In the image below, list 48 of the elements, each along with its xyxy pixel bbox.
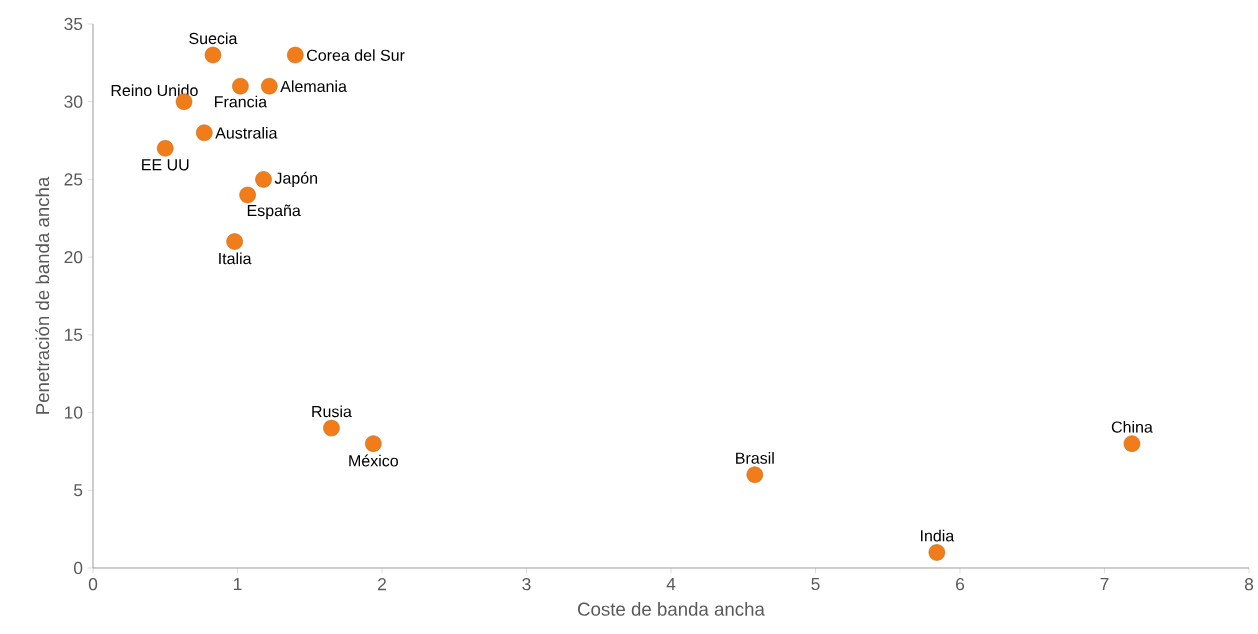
y-tick-label: 10 — [65, 406, 83, 419]
y-axis-title: Penetración de banda ancha — [35, 176, 50, 414]
y-tick-label: 35 — [64, 17, 83, 31]
y-tick-label: 0 — [73, 561, 83, 575]
point — [365, 435, 382, 452]
annotation: Brasil — [736, 452, 774, 464]
point — [928, 544, 946, 561]
x-tick-label: 5 — [811, 578, 820, 591]
annotation: Alemania — [280, 80, 347, 93]
point — [156, 140, 174, 157]
annotation: Australia — [215, 126, 278, 139]
annotation: México — [349, 454, 398, 467]
annotation: España — [247, 204, 301, 220]
y-tick-label: 30 — [64, 95, 83, 108]
annotation: Francia — [215, 95, 268, 108]
annotation: Italia — [219, 252, 252, 265]
point — [746, 466, 764, 483]
annotation: Japón — [274, 171, 317, 187]
point — [226, 233, 243, 250]
point — [196, 124, 213, 142]
annotation: Reino Unido — [111, 84, 198, 97]
x-tick-label: 3 — [522, 578, 531, 591]
point — [255, 171, 272, 188]
point — [204, 46, 222, 64]
x-axis-title: Coste de banda ancha — [578, 602, 765, 616]
x-tick-label: 8 — [1244, 578, 1254, 591]
x-tick-label: 6 — [956, 578, 965, 591]
y-tick-label: 5 — [74, 484, 83, 497]
y-tick-label: 20 — [64, 250, 83, 264]
annotation: Rusia — [312, 405, 352, 418]
point — [287, 46, 304, 64]
annotation: India — [921, 529, 955, 542]
y-tick-label: 25 — [64, 173, 83, 186]
x-tick-label: 1 — [234, 578, 242, 590]
point — [232, 77, 249, 95]
point — [323, 419, 340, 437]
x-tick-label: 0 — [88, 578, 98, 591]
annotation: EE UU — [142, 159, 189, 171]
x-tick-label: 7 — [1100, 578, 1109, 590]
annotation: China — [1111, 420, 1153, 433]
point — [239, 186, 256, 204]
y-tick-label: 15 — [65, 328, 83, 341]
annotation: Suecia — [189, 32, 238, 45]
point — [261, 77, 278, 95]
x-tick-label: 2 — [378, 578, 386, 591]
point — [1123, 435, 1141, 452]
x-tick-label: 4 — [666, 578, 676, 590]
annotation: Corea del Sur — [307, 49, 405, 61]
